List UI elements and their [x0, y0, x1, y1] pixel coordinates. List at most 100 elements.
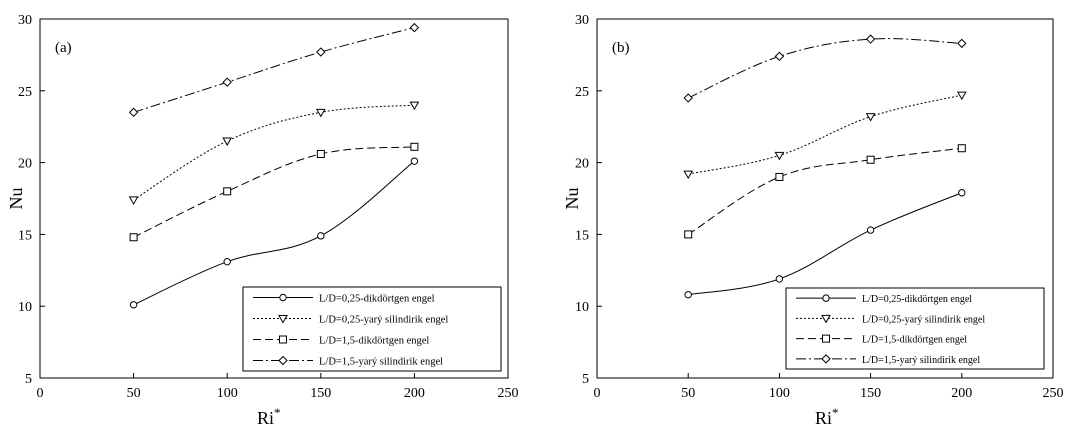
- legend-marker: [821, 314, 831, 324]
- legend-box: [242, 286, 502, 372]
- data-point: [958, 189, 966, 197]
- x-axis-label: Ri*: [257, 405, 281, 428]
- x-axis-label: Ri*: [815, 405, 839, 428]
- data-point: [957, 144, 966, 153]
- y-tick-label: 10: [575, 300, 589, 315]
- y-tick-label: 25: [18, 85, 32, 100]
- data-point: [956, 91, 967, 101]
- plot-area-frame: [39, 18, 509, 379]
- y-tick-label: 20: [575, 157, 589, 172]
- legend-marker: [278, 315, 288, 324]
- legend-label: L/D=1,5-yarý silindirik engel: [862, 355, 980, 366]
- legend-label: L/D=1,5-yarý silindirik engel: [319, 357, 443, 368]
- x-tick-label: 150: [310, 386, 331, 401]
- legend-marker: [278, 355, 288, 366]
- data-point: [774, 151, 785, 161]
- data-point: [865, 113, 876, 122]
- series-line: [688, 192, 962, 296]
- data-point: [683, 93, 693, 103]
- data-point: [684, 230, 693, 239]
- legend-marker: [821, 354, 831, 364]
- x-tick-label: 50: [681, 386, 695, 401]
- x-tick-label: 50: [127, 386, 141, 401]
- legend-box: [785, 287, 1045, 370]
- x-tick-label: 0: [37, 386, 44, 401]
- legend-label: L/D=0,25-yarý silindirik engel: [319, 315, 448, 326]
- series-line: [133, 27, 415, 113]
- y-axis-label: Nu: [6, 188, 26, 210]
- x-tick-label: 150: [860, 386, 881, 401]
- data-point: [316, 47, 326, 57]
- data-point: [129, 301, 138, 309]
- legend: L/D=0,25-dikdörtgen engel L/D=0,25-yarý s…: [785, 287, 1045, 370]
- data-point: [129, 233, 138, 242]
- y-tick-label: 20: [18, 157, 32, 172]
- y-tick-label: 30: [575, 13, 589, 28]
- x-tick-label: 0: [594, 386, 601, 401]
- data-point: [957, 38, 967, 49]
- data-point: [222, 77, 232, 87]
- x-axis-label-superscript: *: [274, 405, 281, 420]
- data-point: [775, 275, 784, 283]
- series-4: [683, 34, 967, 103]
- y-tick-label: 10: [18, 300, 32, 315]
- series-3: [684, 144, 966, 239]
- series-3: [129, 142, 419, 242]
- data-point: [866, 155, 875, 164]
- legend-label: L/D=1,5-dikdörtgen engel: [862, 335, 967, 346]
- x-tick-label: 250: [498, 386, 519, 401]
- panel-label: (b): [612, 40, 630, 56]
- series-1: [129, 157, 419, 309]
- data-point: [128, 196, 139, 205]
- y-tick-label: 15: [575, 228, 589, 243]
- data-point: [410, 157, 419, 165]
- series-2: [683, 91, 967, 180]
- series-2: [128, 101, 420, 205]
- x-tick-label: 200: [404, 386, 425, 401]
- chart-panel-b: 0 50 100 150 200 250 5 10 15 20 25 30 Ri* Nu (b) L/D=0,…: [562, 13, 1064, 428]
- data-point: [223, 257, 231, 266]
- plot-area-frame: [596, 18, 1054, 379]
- x-tick-label: 100: [217, 386, 238, 401]
- chart-panel-a: 0 50 100 150 200 250 5 10 15 20 25 30 Ri* Nu (a) L/D=0,…: [6, 13, 519, 428]
- data-point: [409, 101, 420, 111]
- legend-marker: [822, 294, 830, 302]
- series-line: [688, 94, 962, 175]
- data-point: [223, 187, 232, 196]
- y-tick-label: 30: [18, 13, 32, 28]
- legend-label: L/D=0,25-dikdörtgen engel: [862, 294, 972, 305]
- data-point: [775, 172, 784, 181]
- data-point: [684, 291, 692, 299]
- data-point: [317, 232, 325, 240]
- legend-label: L/D=1,5-dikdörtgen engel: [319, 336, 429, 347]
- x-tick-label: 250: [1043, 386, 1064, 401]
- data-point: [410, 142, 419, 151]
- x-tick-label: 200: [951, 386, 972, 401]
- data-point: [866, 226, 875, 234]
- series-line: [133, 146, 415, 238]
- legend-marker: [279, 335, 287, 344]
- legend-marker: [279, 293, 287, 302]
- y-tick-label: 15: [18, 228, 32, 243]
- data-point: [222, 137, 233, 147]
- data-point: [128, 107, 139, 118]
- y-tick-label: 5: [582, 372, 589, 387]
- y-tick-label: 25: [575, 85, 589, 100]
- series-1: [684, 189, 966, 299]
- data-point: [774, 51, 785, 62]
- series-line: [133, 104, 415, 201]
- legend: L/D=0,25-dikdörtgen engel L/D=0,25-yarý s…: [242, 286, 502, 372]
- panel-label: (a): [55, 40, 72, 56]
- data-point: [315, 108, 326, 118]
- series-line: [687, 38, 962, 99]
- data-point: [683, 170, 694, 180]
- legend-marker: [822, 334, 830, 343]
- x-tick-label: 100: [769, 386, 790, 401]
- legend-label: L/D=0,25-yarý silindirik engel: [862, 314, 985, 325]
- series-4: [128, 22, 420, 118]
- series-line: [687, 147, 962, 235]
- data-point: [409, 22, 420, 33]
- series-line: [133, 160, 415, 306]
- data-point: [316, 149, 325, 158]
